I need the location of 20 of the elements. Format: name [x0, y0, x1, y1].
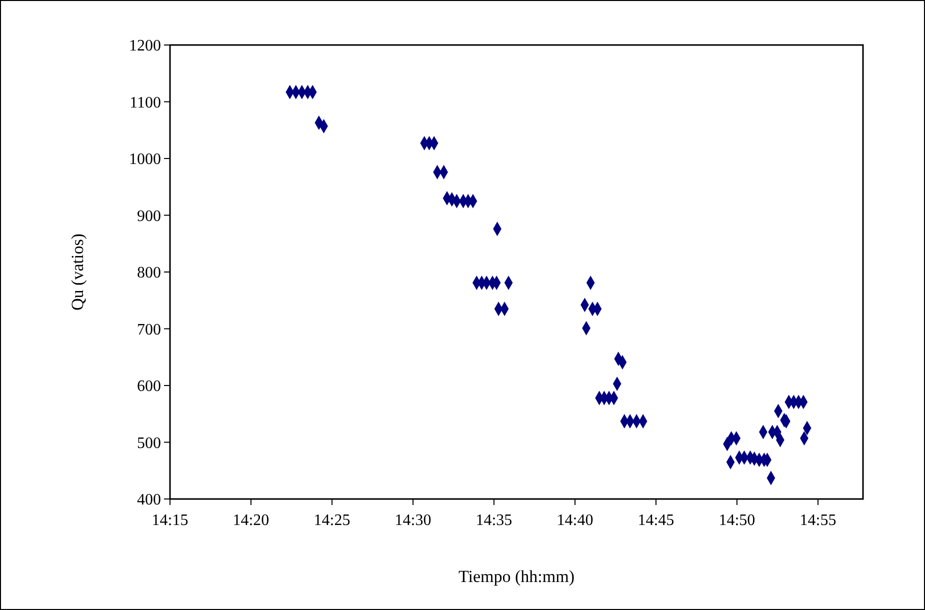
x-tick-label: 14:35: [476, 512, 512, 529]
y-tick-label: 500: [137, 434, 161, 452]
x-tick-label: 14:45: [638, 512, 674, 529]
y-tick-label: 800: [137, 264, 161, 282]
x-tick-label: 14:55: [800, 512, 836, 529]
y-tick-label: 400: [137, 492, 161, 509]
x-tick-label: 14:25: [314, 512, 350, 529]
x-tick-label: 14:20: [232, 512, 270, 529]
x-tick-label: 14:30: [394, 512, 432, 529]
y-tick-label: 700: [137, 321, 161, 338]
x-tick-label: 14:50: [718, 512, 756, 529]
y-tick-label: 600: [137, 378, 161, 396]
y-tick-label: 1200: [129, 38, 161, 55]
y-tick-label: 1000: [129, 151, 161, 168]
x-tick-label: 14:40: [556, 512, 594, 529]
x-axis-title: Tiempo (hh:mm): [458, 567, 575, 586]
y-tick-label: 900: [137, 208, 161, 225]
y-tick-label: 1100: [130, 94, 161, 112]
y-axis-title: Qu (vatios): [68, 234, 87, 310]
x-tick-label: 14:15: [152, 512, 188, 529]
